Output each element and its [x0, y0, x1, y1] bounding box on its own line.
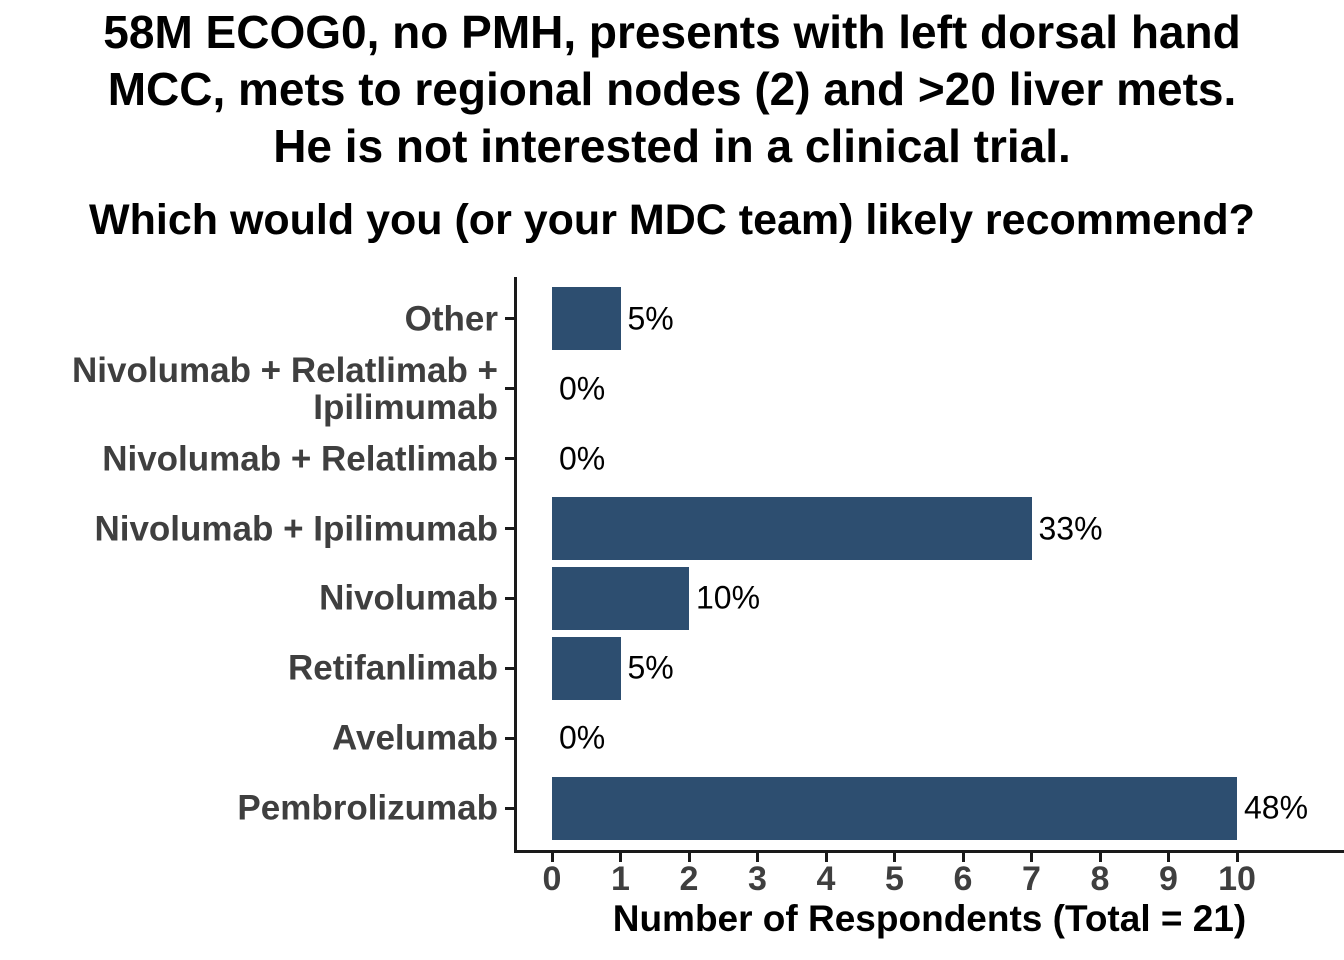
category-label: Nivolumab + Relatlimab	[0, 440, 498, 477]
title-line: 58M ECOG0, no PMH, presents with left do…	[103, 6, 1241, 58]
value-label: 33%	[1038, 510, 1103, 546]
chart-title: 58M ECOG0, no PMH, presents with left do…	[0, 4, 1344, 175]
x-tick-label: 5	[885, 860, 904, 898]
x-axis-tick	[619, 853, 622, 862]
y-axis-tick	[505, 666, 515, 670]
x-tick-label: 10	[1218, 860, 1256, 898]
category-label: Retifanlimab	[0, 650, 498, 687]
value-label: 10%	[696, 579, 761, 616]
value-label: 5%	[627, 300, 674, 337]
y-axis-tick	[505, 387, 515, 391]
x-tick-label: 3	[748, 860, 767, 898]
x-axis-tick	[1235, 853, 1239, 862]
category-label-line: Pembrolizumab	[237, 788, 498, 828]
x-tick-label: 6	[953, 860, 973, 898]
x-tick-label: 8	[1090, 860, 1110, 898]
category-label: Nivolumab + Relatlimab + Ipilimumab	[0, 352, 498, 426]
category-label-line: Retifanlimab	[287, 648, 498, 688]
category-label-line: Nivolumab + Relatlimab +	[72, 350, 498, 390]
x-axis-tick	[893, 853, 896, 862]
value-label: 5%	[627, 649, 674, 686]
chart-subtitle: Which would you (or your MDC team) likel…	[89, 196, 1255, 244]
category-label-line: Avelumab	[332, 718, 498, 758]
category-label: Nivolumab	[0, 580, 498, 617]
x-axis-line	[514, 850, 1344, 853]
x-tick-label: 2	[679, 860, 699, 898]
x-axis-tick	[1030, 853, 1033, 862]
y-axis-tick	[505, 806, 515, 810]
x-tick-label: 1	[611, 860, 630, 898]
category-label: Other	[0, 300, 498, 337]
category-label-line: Nivolumab + Ipilimumab	[94, 509, 498, 548]
x-axis-tick	[824, 853, 828, 862]
category-label-line: Nivolumab + Relatlimab	[102, 439, 498, 479]
x-axis-tick	[1098, 853, 1102, 862]
x-tick-label: 0	[542, 860, 562, 898]
bar	[552, 566, 689, 630]
value-label: 0%	[559, 719, 606, 756]
y-axis-tick	[505, 317, 515, 321]
bar	[552, 287, 621, 351]
y-axis-tick	[505, 457, 515, 461]
bar	[552, 636, 621, 700]
title-line: MCC, mets to regional nodes (2) and >20 …	[107, 63, 1237, 115]
title-line: He is not interested in a clinical trial…	[273, 120, 1071, 172]
value-label: 0%	[559, 370, 606, 407]
category-label-line: Ipilimumab	[313, 387, 498, 427]
category-label: Avelumab	[0, 720, 498, 757]
bar	[552, 776, 1237, 840]
bar	[552, 497, 1032, 560]
x-axis-tick	[1167, 853, 1170, 862]
value-label: 48%	[1244, 789, 1309, 826]
category-label-line: Nivolumab	[319, 578, 498, 618]
y-axis-tick	[505, 736, 515, 740]
y-axis-line	[514, 277, 517, 853]
category-label: Nivolumab + Ipilimumab	[0, 510, 498, 547]
x-tick-label: 4	[816, 860, 836, 898]
x-axis-tick	[961, 853, 965, 862]
category-label: Pembrolizumab	[0, 790, 498, 827]
y-axis-tick	[505, 596, 515, 600]
category-label-line: Other	[404, 299, 498, 339]
x-axis-tick	[550, 853, 554, 862]
x-axis-title: Number of Respondents (Total = 21)	[612, 898, 1247, 939]
value-label: 0%	[559, 440, 606, 477]
x-axis-tick	[756, 853, 759, 862]
x-axis-tick	[687, 853, 691, 862]
x-tick-label: 9	[1159, 860, 1178, 898]
y-axis-tick	[505, 527, 515, 530]
x-tick-label: 7	[1022, 860, 1041, 898]
